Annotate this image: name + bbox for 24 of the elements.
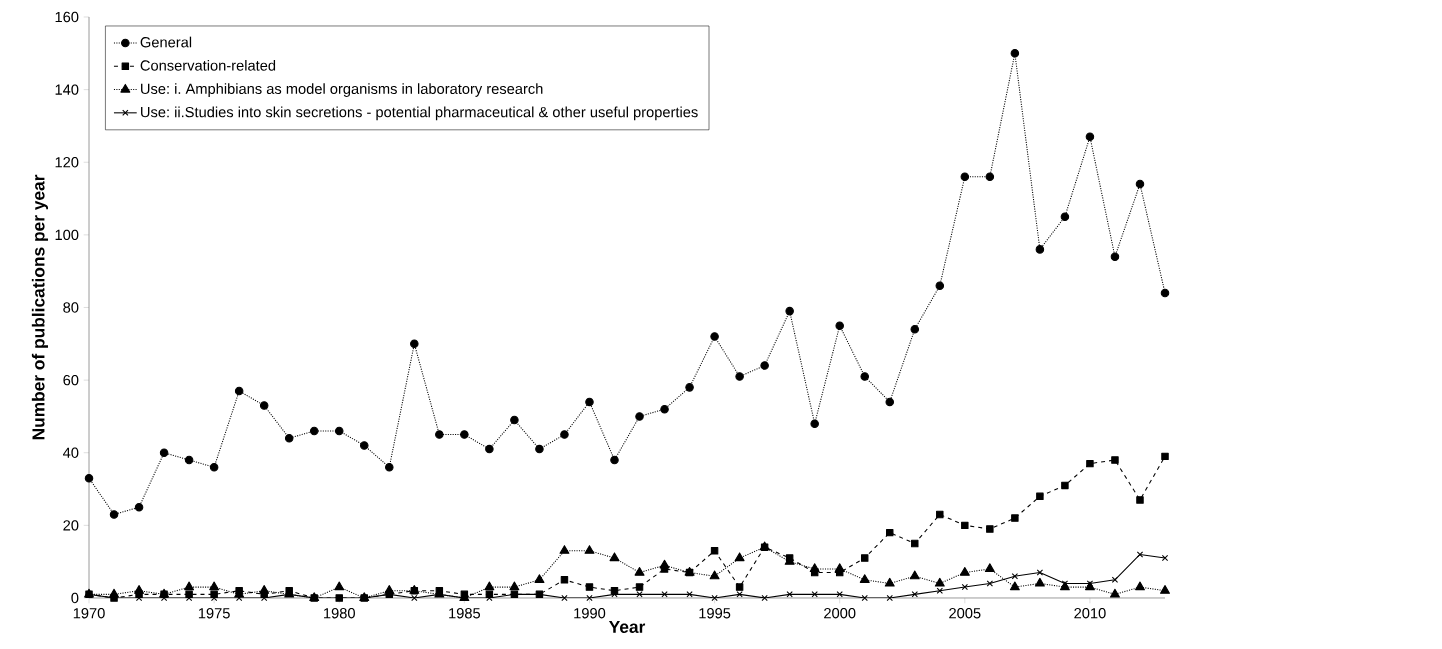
x-tick-label: 1990 (574, 608, 606, 619)
x-tick-label: 1985 (449, 608, 481, 619)
legend-label: General (140, 36, 192, 48)
x-tick-label: 1975 (198, 608, 230, 619)
legend-label: Use: ii.Studies into skin secretions - potential pharmaceutical & other useful properties (141, 106, 698, 121)
y-tick-label: 0 (71, 592, 79, 604)
y-tick-label: 120 (55, 157, 79, 168)
x-tick-label: 1995 (699, 608, 731, 619)
legend-label: Use: i. Amphibians as model organisms in laboratory research (141, 83, 543, 97)
x-tick-label: 1980 (324, 608, 355, 619)
y-tick-label: 160 (55, 11, 79, 23)
y-tick-label: 60 (63, 374, 79, 386)
y-tick-label: 80 (63, 302, 79, 313)
legend-label: Conservation-related (140, 59, 276, 71)
x-tick-label: 2005 (949, 608, 981, 619)
y-tick-label: 40 (63, 447, 79, 458)
x-tick-label: 1970 (73, 608, 105, 619)
y-axis-title: Number of publications per year (31, 174, 49, 440)
x-tick-label: 2000 (824, 608, 856, 619)
x-axis-title: Year (608, 620, 646, 633)
y-tick-label: 20 (63, 520, 79, 531)
x-tick-label: 2010 (1074, 608, 1106, 619)
y-tick-label: 100 (55, 229, 79, 241)
y-tick-label: 140 (55, 84, 79, 95)
